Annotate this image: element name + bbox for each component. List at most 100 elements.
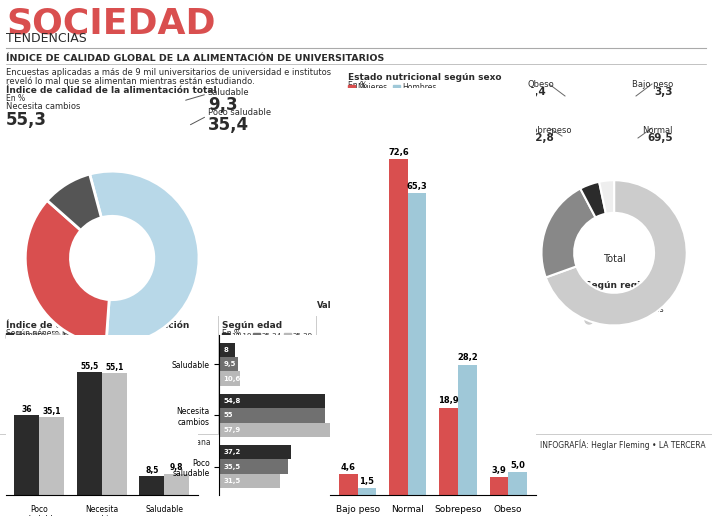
Text: 8,5: 8,5: [145, 466, 159, 475]
Text: 57,9: 57,9: [223, 427, 241, 433]
Bar: [219, 423, 331, 437]
Text: INFOGRAFÍA: Heglar Fleming • LA TERCERA: INFOGRAFÍA: Heglar Fleming • LA TERCERA: [540, 439, 706, 449]
Bar: [219, 459, 288, 474]
Bar: [219, 372, 240, 385]
Text: 1,5: 1,5: [360, 477, 375, 486]
Bar: [348, 85, 355, 90]
Wedge shape: [542, 188, 595, 278]
Text: 54,8: 54,8: [223, 398, 241, 404]
Text: 4,6: 4,6: [341, 463, 356, 472]
Text: 65,3: 65,3: [407, 182, 427, 190]
Text: 18,9: 18,9: [439, 396, 459, 406]
Bar: [219, 445, 291, 459]
Text: Obeso: Obeso: [528, 80, 555, 89]
Bar: [219, 343, 235, 357]
Text: Poco saludable: Poco saludable: [596, 296, 654, 304]
Text: 3,9: 3,9: [491, 466, 506, 475]
Bar: [219, 408, 325, 423]
Bar: [389, 159, 408, 495]
Circle shape: [371, 297, 389, 315]
Text: FUENTE: Revista Chilena de Nutrición / UDD-Alemana: FUENTE: Revista Chilena de Nutrición / U…: [6, 439, 211, 448]
Bar: [508, 472, 527, 495]
Bar: [102, 373, 127, 495]
Text: 25-24: 25-24: [262, 332, 282, 338]
Text: Sobrepeso: Sobrepeso: [528, 126, 572, 135]
Text: 55,1: 55,1: [105, 363, 123, 372]
Bar: [77, 372, 102, 495]
Text: reveló lo mal que se alimentan mientras están estudiando.: reveló lo mal que se alimentan mientras …: [6, 76, 255, 86]
Text: Mujeres: Mujeres: [357, 83, 387, 92]
Bar: [408, 193, 426, 495]
Text: Poco saludable: Poco saludable: [208, 108, 271, 117]
Text: Total: Total: [603, 254, 625, 264]
Bar: [490, 477, 508, 495]
Bar: [140, 476, 164, 495]
Text: 5,0: 5,0: [510, 461, 525, 470]
Text: Hombre: Hombre: [15, 331, 46, 340]
Text: 22,8: 22,8: [528, 133, 554, 143]
Text: Índice de calidad de la alimentación: Índice de calidad de la alimentación: [6, 321, 189, 330]
Bar: [164, 474, 189, 495]
Text: 31,5: 31,5: [223, 478, 241, 484]
Text: 55: 55: [223, 412, 233, 418]
Text: 10,4: 10,4: [420, 365, 439, 375]
Text: 10,3: 10,3: [419, 415, 437, 424]
Circle shape: [392, 164, 425, 198]
Text: Mujer: Mujer: [61, 331, 83, 340]
Text: 60,5: 60,5: [399, 200, 418, 208]
Circle shape: [370, 351, 389, 371]
Circle shape: [394, 397, 422, 425]
Circle shape: [585, 306, 593, 314]
Text: 4,4: 4,4: [528, 87, 547, 97]
Wedge shape: [600, 180, 614, 214]
Text: 36: 36: [21, 405, 32, 414]
Text: 41,2: 41,2: [371, 424, 389, 433]
Bar: [39, 417, 64, 495]
Text: 17-19: 17-19: [231, 332, 251, 338]
Text: 3,3: 3,3: [654, 87, 673, 97]
Text: Saludable: Saludable: [208, 88, 250, 97]
Text: Según edad: Según edad: [222, 321, 282, 330]
Wedge shape: [580, 182, 606, 217]
Text: 72,6: 72,6: [388, 148, 409, 157]
Text: 35,1: 35,1: [43, 407, 61, 416]
Text: 9,3: 9,3: [208, 96, 238, 114]
Text: Sur: Sur: [351, 407, 367, 415]
Circle shape: [585, 316, 593, 324]
Text: 25-29: 25-29: [293, 332, 313, 338]
Text: 54,5: 54,5: [399, 378, 417, 387]
Text: Encuestas aplicadas a más de 9 mil universitarios de universidad e institutos: Encuestas aplicadas a más de 9 mil unive…: [6, 68, 331, 77]
Text: 37,2: 37,2: [223, 449, 241, 455]
Circle shape: [425, 408, 431, 414]
Wedge shape: [90, 171, 199, 345]
Text: 9,2: 9,2: [424, 185, 438, 194]
Bar: [439, 408, 458, 495]
Text: Necesita cambios: Necesita cambios: [6, 102, 80, 111]
Text: 9,8: 9,8: [170, 463, 184, 473]
Text: 55,5: 55,5: [80, 362, 98, 371]
Bar: [339, 474, 357, 495]
Text: Bajo peso: Bajo peso: [632, 80, 673, 89]
Bar: [219, 394, 325, 408]
Text: 35,4: 35,4: [208, 116, 249, 134]
Circle shape: [426, 358, 432, 364]
Wedge shape: [26, 200, 109, 345]
Wedge shape: [47, 174, 101, 230]
Text: 55,3: 55,3: [6, 111, 47, 129]
Bar: [253, 333, 260, 338]
Text: SOCIEDAD: SOCIEDAD: [6, 6, 216, 40]
Text: 53,2: 53,2: [398, 322, 417, 331]
Circle shape: [369, 399, 392, 423]
Bar: [393, 85, 400, 90]
Text: Saludable: Saludable: [596, 315, 634, 325]
Text: En %: En %: [6, 94, 25, 103]
Text: TENDENCIAS: TENDENCIAS: [6, 32, 87, 45]
Text: En %: En %: [222, 329, 241, 338]
Text: ÍNDICE DE CALIDAD GLOBAL DE LA ALIMENTACIÓN DE UNIVERSITARIOS: ÍNDICE DE CALIDAD GLOBAL DE LA ALIMENTAC…: [6, 54, 384, 63]
Text: Estado nutricional según sexo: Estado nutricional según sexo: [348, 73, 501, 82]
Circle shape: [429, 179, 434, 184]
Circle shape: [393, 346, 424, 376]
Text: Hombres: Hombres: [402, 83, 436, 92]
Text: 10,6: 10,6: [223, 376, 241, 381]
Circle shape: [585, 296, 593, 304]
